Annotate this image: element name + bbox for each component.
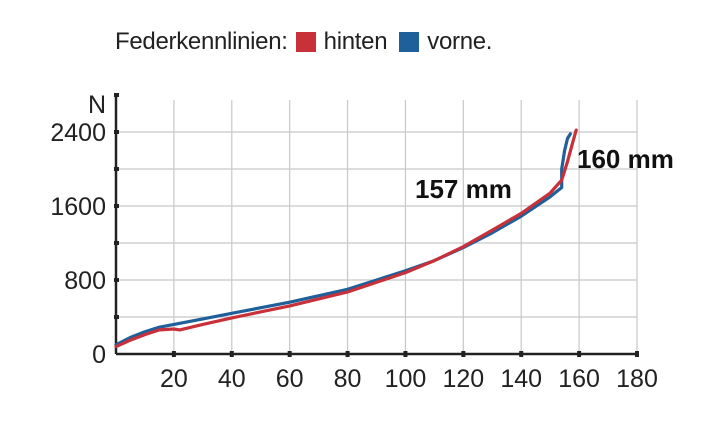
legend-label-vorne: vorne. xyxy=(427,28,493,55)
y-axis-tick xyxy=(114,167,119,171)
x-tick-label: 20 xyxy=(160,365,188,393)
x-tick-label: 120 xyxy=(442,365,484,393)
y-axis-label: N xyxy=(88,91,106,119)
legend-title: Federkennlinien: xyxy=(115,28,288,55)
y-axis-tick xyxy=(114,204,119,208)
y-tick-label: 2400 xyxy=(50,119,106,147)
x-axis-tick xyxy=(171,351,176,357)
annotation-160mm: 160 mm xyxy=(577,144,674,174)
y-axis-tick xyxy=(114,241,119,245)
x-axis-tick xyxy=(635,351,639,357)
chart-grid xyxy=(116,100,638,354)
y-axis-tick xyxy=(114,278,119,282)
x-tick-label: 80 xyxy=(334,365,362,393)
y-axis-tick xyxy=(114,93,119,97)
x-tick-label: 60 xyxy=(276,365,304,393)
legend-swatch-hinten xyxy=(295,32,316,52)
x-axis-tick xyxy=(461,351,466,357)
y-tick-label: 1600 xyxy=(50,193,106,221)
x-axis-tick xyxy=(577,351,582,357)
chart-axes xyxy=(114,93,639,357)
legend: Federkennlinien: hinten vorne. xyxy=(115,26,496,58)
x-axis-tick xyxy=(403,351,408,357)
y-tick-label: 0 xyxy=(92,341,106,369)
chart-series xyxy=(114,128,578,349)
y-tick-label: 800 xyxy=(64,267,106,295)
x-tick-label: 140 xyxy=(500,365,542,393)
x-tick-label: 160 xyxy=(558,365,600,393)
chart-annotations: 157 mm 160 mm xyxy=(415,144,674,204)
x-tick-label: 100 xyxy=(385,365,427,393)
y-axis-tick xyxy=(114,315,119,319)
legend-swatch-vorne xyxy=(399,32,420,52)
x-tick-label: 180 xyxy=(616,365,658,393)
series-line-vorne xyxy=(114,132,572,347)
x-axis-tick xyxy=(345,351,350,357)
x-axis-tick xyxy=(519,351,524,357)
x-axis-tick xyxy=(229,351,234,357)
legend-label-hinten: hinten xyxy=(323,28,388,55)
annotation-157mm: 157 mm xyxy=(415,174,512,204)
series-line-hinten xyxy=(114,128,578,349)
y-axis-tick xyxy=(114,130,119,134)
x-tick-label: 40 xyxy=(218,365,246,393)
x-axis-tick xyxy=(287,351,292,357)
